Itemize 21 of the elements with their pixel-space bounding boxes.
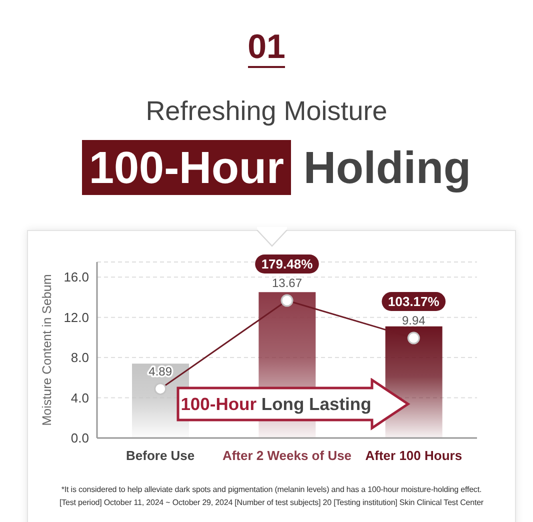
text: [Test period] October 11, 2024 ~ October 29, 2024 [Number of test subjects] 20 [Testing institution] Skin Clinical Test Center: [58, 497, 484, 509]
y-tick-label: 16.0: [64, 270, 89, 285]
chart-subtitle: 100-Hour Holding: [88, 141, 472, 195]
annotation: 179.48%: [261, 256, 314, 272]
y-tick-label: 8.0: [70, 350, 89, 366]
y-tick-label: 0.0: [70, 430, 89, 446]
text: *It is considered to help alleviate dark spots and pigmentation (melanin levels) and has a 100-hour moisture-holding effect.: [60, 484, 483, 496]
annotation: 103.17%: [388, 294, 440, 310]
y-tick-label: 12.0: [64, 310, 89, 325]
x-tick-label: After 100 Hours: [365, 448, 462, 463]
chart-title: Refreshing Moisture: [144, 96, 388, 126]
data-label: 13.67: [272, 276, 302, 290]
data-label: 9.94: [402, 314, 426, 328]
annotation: 100-Hour Long Lasting: [180, 394, 372, 414]
data-label: 4.89: [148, 364, 172, 378]
x-tick-label: After 2 Weeks of Use: [222, 448, 352, 463]
y-tick-label: 4.0: [70, 390, 89, 406]
y-axis-title: Moisture Content in Sebum: [40, 274, 54, 426]
bar: [385, 326, 442, 438]
text: 01: [248, 28, 286, 68]
x-tick-label: Before Use: [126, 448, 195, 463]
